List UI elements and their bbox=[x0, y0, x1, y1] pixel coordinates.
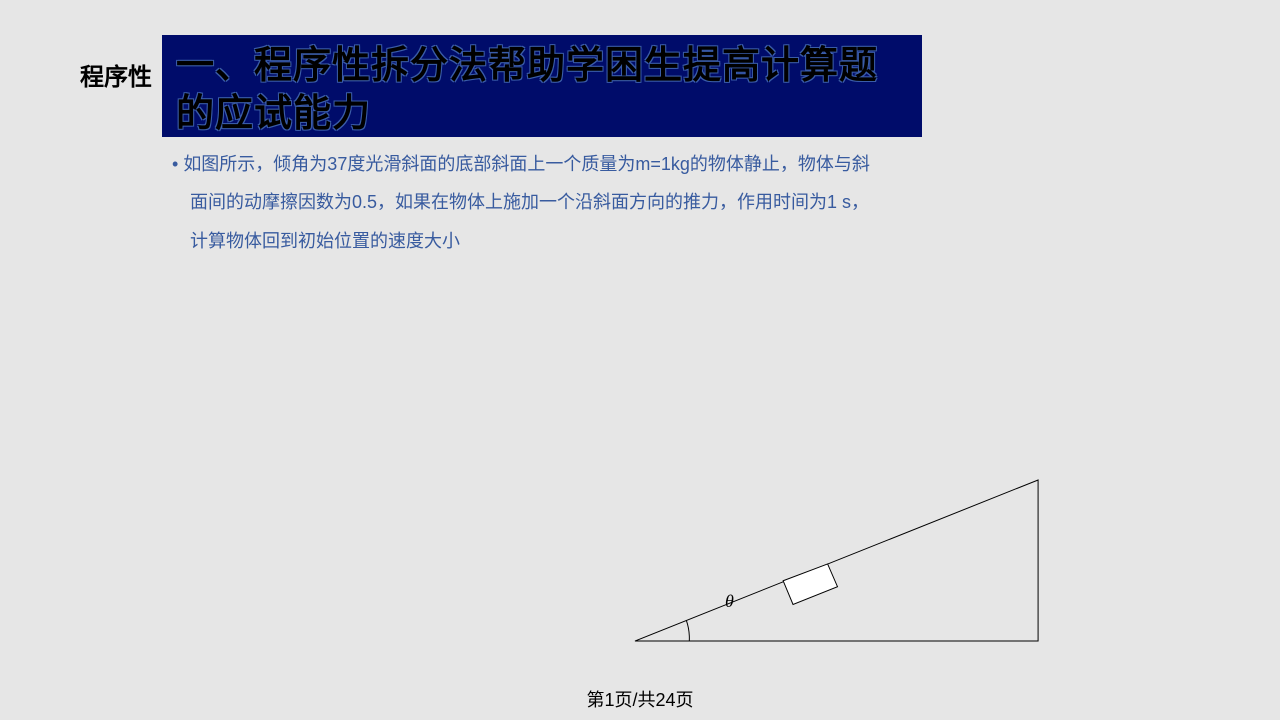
body-line-1: 如图所示，倾角为37度光滑斜面的底部斜面上一个质量为m=1kg的物体静止，物体与… bbox=[172, 148, 912, 180]
problem-text: 如图所示，倾角为37度光滑斜面的底部斜面上一个质量为m=1kg的物体静止，物体与… bbox=[172, 148, 912, 263]
body-line-3: 计算物体回到初始位置的速度大小 bbox=[172, 225, 912, 257]
incline-diagram bbox=[630, 475, 1045, 648]
block-on-incline bbox=[783, 564, 837, 605]
angle-theta-label: θ bbox=[725, 591, 734, 612]
incline-triangle bbox=[635, 480, 1038, 641]
body-line-2: 面间的动摩擦因数为0.5，如果在物体上施加一个沿斜面方向的推力，作用时间为1 s… bbox=[172, 186, 912, 218]
background-label: 程序性 bbox=[80, 57, 152, 92]
slide-title: 一、程序性拆分法帮助学困生提高计算题的应试能力 bbox=[176, 43, 908, 138]
title-banner: 一、程序性拆分法帮助学困生提高计算题的应试能力 bbox=[162, 35, 922, 137]
page-counter: 第1页/共24页 bbox=[586, 686, 693, 712]
angle-arc bbox=[686, 620, 689, 641]
